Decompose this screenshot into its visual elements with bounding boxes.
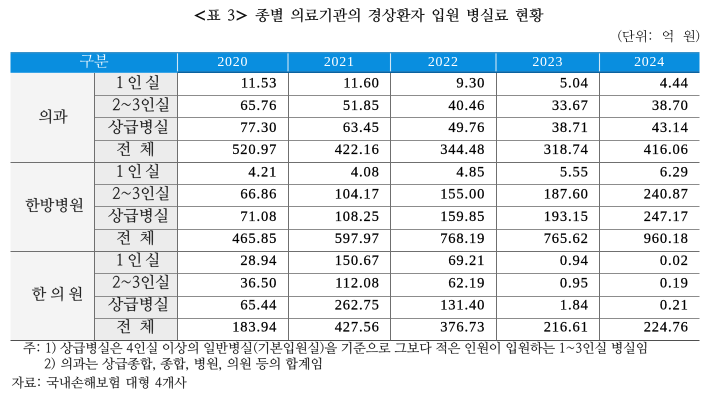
svg-text:65.44: 65.44	[240, 298, 277, 314]
svg-text:69.21: 69.21	[448, 253, 485, 269]
svg-text:376.73: 376.73	[440, 320, 485, 336]
svg-text:0.19: 0.19	[660, 275, 689, 291]
svg-text:155.00: 155.00	[440, 187, 485, 203]
svg-text:150.67: 150.67	[335, 253, 380, 269]
svg-text:11.53: 11.53	[241, 76, 277, 92]
svg-text:224.76: 224.76	[644, 320, 689, 336]
svg-text:193.15: 193.15	[544, 209, 589, 225]
svg-text:51.85: 51.85	[343, 98, 380, 114]
svg-text:4.44: 4.44	[660, 76, 689, 92]
svg-text:4.85: 4.85	[456, 164, 485, 180]
svg-text:63.45: 63.45	[343, 120, 380, 136]
svg-text:960.18: 960.18	[644, 231, 689, 247]
svg-text:416.06: 416.06	[644, 142, 689, 158]
svg-text:36.50: 36.50	[240, 275, 277, 291]
svg-text:40.46: 40.46	[448, 98, 485, 114]
svg-text:597.97: 597.97	[335, 231, 380, 247]
svg-text:33.67: 33.67	[552, 98, 589, 114]
svg-text:28.94: 28.94	[240, 253, 277, 269]
svg-text:1.84: 1.84	[560, 298, 589, 314]
svg-text:427.56: 427.56	[335, 320, 380, 336]
svg-text:71.08: 71.08	[240, 209, 277, 225]
svg-text:65.76: 65.76	[240, 98, 277, 114]
svg-text:38.71: 38.71	[552, 120, 589, 136]
svg-text:187.60: 187.60	[544, 187, 589, 203]
svg-text:465.85: 465.85	[232, 231, 277, 247]
svg-text:2024: 2024	[634, 55, 665, 70]
svg-text:4.08: 4.08	[351, 164, 380, 180]
svg-text:77.30: 77.30	[240, 120, 277, 136]
svg-text:344.48: 344.48	[440, 142, 485, 158]
svg-text:2020: 2020	[217, 55, 248, 70]
svg-text:11.60: 11.60	[343, 76, 379, 92]
svg-text:112.08: 112.08	[335, 275, 379, 291]
svg-text:9.30: 9.30	[456, 76, 485, 92]
svg-text:2022: 2022	[428, 55, 459, 70]
svg-text:104.17: 104.17	[335, 187, 380, 203]
svg-text:247.17: 247.17	[644, 209, 689, 225]
svg-text:262.75: 262.75	[335, 298, 380, 314]
svg-text:108.25: 108.25	[335, 209, 380, 225]
svg-text:5.04: 5.04	[560, 76, 589, 92]
svg-text:183.94: 183.94	[232, 320, 277, 336]
svg-text:0.02: 0.02	[660, 253, 689, 269]
svg-text:43.14: 43.14	[652, 120, 689, 136]
svg-text:2021: 2021	[324, 55, 355, 70]
svg-text:0.94: 0.94	[560, 253, 589, 269]
svg-text:66.86: 66.86	[240, 187, 277, 203]
svg-text:159.85: 159.85	[440, 209, 485, 225]
svg-text:768.19: 768.19	[440, 231, 485, 247]
svg-text:38.70: 38.70	[652, 98, 689, 114]
svg-text:520.97: 520.97	[232, 142, 277, 158]
svg-text:0.21: 0.21	[660, 298, 689, 314]
svg-text:2023: 2023	[532, 55, 563, 70]
svg-text:216.61: 216.61	[544, 320, 589, 336]
svg-text:62.19: 62.19	[448, 275, 485, 291]
svg-text:765.62: 765.62	[544, 231, 589, 247]
svg-text:4.21: 4.21	[248, 164, 277, 180]
svg-text:240.87: 240.87	[644, 187, 689, 203]
svg-text:422.16: 422.16	[335, 142, 380, 158]
svg-text:49.76: 49.76	[448, 120, 485, 136]
svg-text:318.74: 318.74	[544, 142, 589, 158]
svg-text:0.95: 0.95	[560, 275, 589, 291]
svg-text:6.29: 6.29	[660, 164, 689, 180]
svg-text:131.40: 131.40	[440, 298, 485, 314]
svg-text:5.55: 5.55	[560, 164, 589, 180]
